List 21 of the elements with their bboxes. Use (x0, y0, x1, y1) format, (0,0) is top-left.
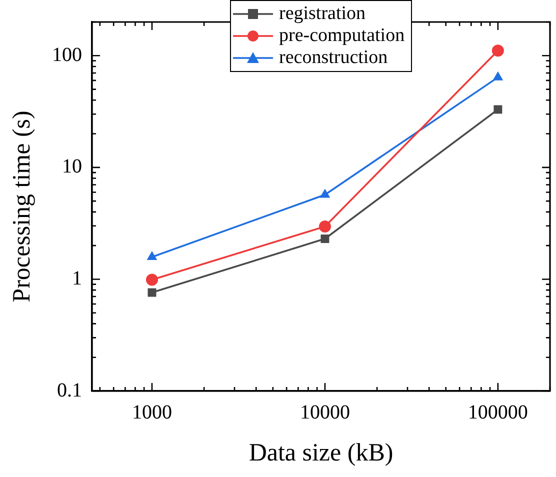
point (318, 220, 331, 233)
point (320, 188, 330, 198)
point (494, 105, 502, 114)
legend-label: reconstruction (279, 47, 388, 69)
x-tick-label: 10000 (300, 401, 350, 424)
x-tick-label: 1000 (132, 401, 172, 424)
legend-label: registration (279, 3, 366, 25)
point (148, 288, 156, 297)
y-tick-label: 100 (52, 44, 82, 66)
point (492, 71, 504, 80)
point (146, 251, 158, 260)
legend-label: pre-computation (279, 25, 405, 47)
point (492, 44, 504, 57)
y-tick-label: 10 (62, 156, 82, 178)
y-tick-label: 1 (72, 267, 82, 290)
y-tick-label: 0.1 (57, 379, 82, 402)
x-tick-label: 100000 (468, 401, 528, 424)
x-axis-title: Data size (kB) (248, 440, 394, 467)
point (320, 234, 330, 244)
point (146, 274, 158, 286)
y-axis-title: Processing time (s) (8, 110, 36, 302)
